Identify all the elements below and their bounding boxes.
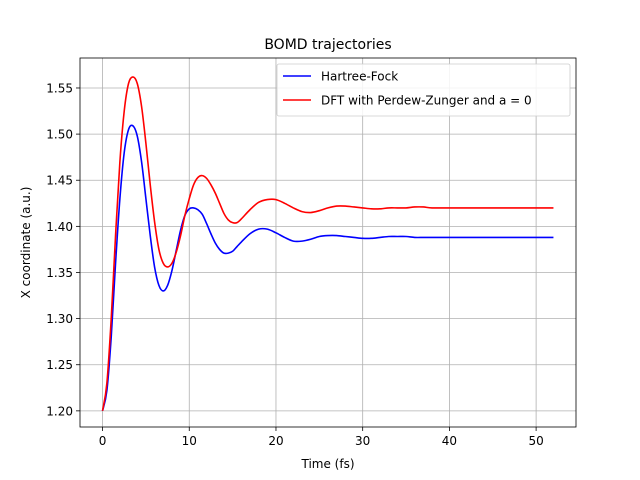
legend-box xyxy=(276,63,571,117)
y-tick-label: 1.40 xyxy=(46,220,73,234)
y-axis-label: X coordinate (a.u.) xyxy=(19,187,33,299)
legend: Hartree-Fock DFT with Perdew-Zunger and a… xyxy=(276,63,571,117)
series-line-2 xyxy=(101,76,554,411)
y-tick-label: 1.25 xyxy=(46,358,73,372)
x-tick-label: 50 xyxy=(528,434,543,448)
axes-frame xyxy=(79,57,577,428)
y-tick-label: 1.30 xyxy=(46,312,73,326)
y-tick-label: 1.35 xyxy=(46,266,73,280)
y-tick-label: 1.45 xyxy=(46,174,73,188)
series-line-1 xyxy=(101,124,554,412)
x-tick-label: 20 xyxy=(268,434,283,448)
y-tick-label: 1.20 xyxy=(46,404,73,418)
legend-label-2: DFT with Perdew-Zunger and a = 0 xyxy=(321,94,532,108)
x-tick-label: 30 xyxy=(355,434,370,448)
plot-series xyxy=(101,76,554,412)
axis-ticks: 0 10 20 30 40 50 1.20 1.25 1.30 1.35 1.40 1.45 1.50 1… xyxy=(46,81,543,448)
chart-title: BOMD trajectories xyxy=(264,37,391,53)
x-tick-label: 0 xyxy=(99,434,107,448)
x-tick-label: 10 xyxy=(182,434,197,448)
legend-label-1: Hartree-Fock xyxy=(321,70,398,84)
y-tick-label: 1.50 xyxy=(46,128,73,142)
x-tick-label: 40 xyxy=(442,434,457,448)
y-tick-label: 1.55 xyxy=(46,81,73,95)
x-axis-label: Time (fs) xyxy=(300,457,354,471)
